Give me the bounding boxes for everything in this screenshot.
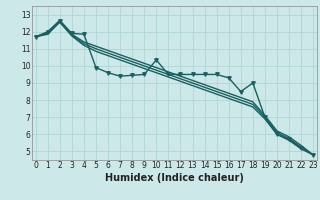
- X-axis label: Humidex (Indice chaleur): Humidex (Indice chaleur): [105, 173, 244, 183]
